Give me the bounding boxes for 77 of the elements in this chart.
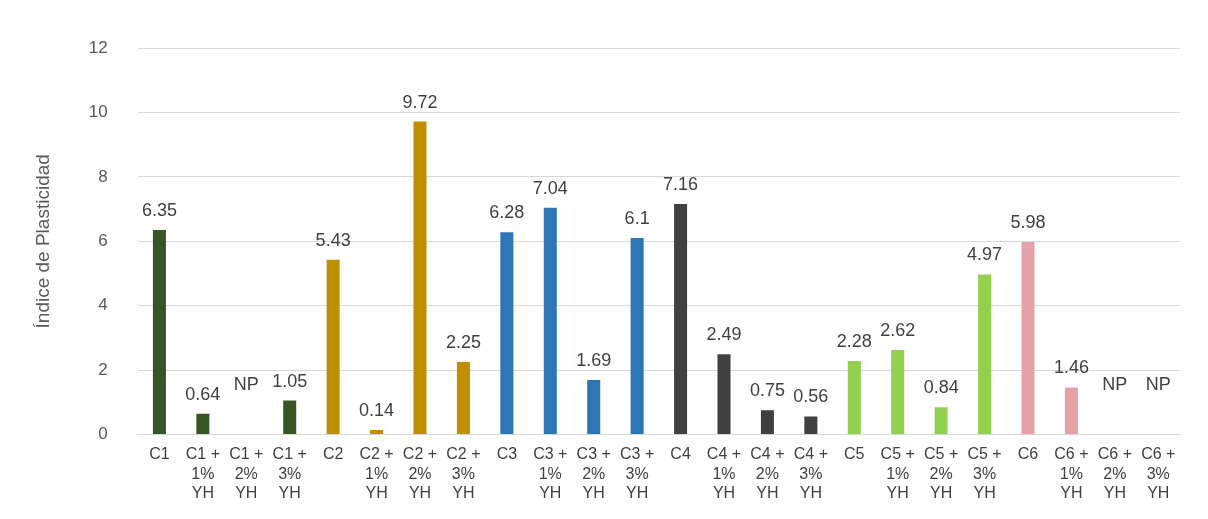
bar bbox=[891, 350, 905, 434]
x-tick-label: C3 + 2% YH bbox=[576, 445, 611, 501]
data-label: 0.14 bbox=[359, 399, 395, 420]
bar bbox=[283, 400, 297, 434]
data-label: 5.43 bbox=[315, 229, 351, 250]
data-label: 1.69 bbox=[576, 349, 612, 370]
x-tick-label: C3 + 1% YH bbox=[533, 445, 568, 501]
data-label: 6.35 bbox=[141, 200, 177, 220]
x-tick-label: C2 + 2% YH bbox=[402, 445, 438, 501]
x-tick-label: C5 + 3% YH bbox=[967, 445, 1002, 501]
x-tick-label: C2 + 1% YH bbox=[359, 445, 394, 501]
bar bbox=[978, 274, 992, 434]
bar bbox=[370, 429, 384, 434]
x-tick-label: C6 + 2% YH bbox=[1097, 445, 1132, 501]
text: NP bbox=[1145, 374, 1171, 395]
x-tick-label: C2 bbox=[322, 445, 344, 463]
x-tick-label: C1 bbox=[149, 445, 170, 463]
x-tick-label: C5 bbox=[844, 445, 865, 463]
data-label: 2.62 bbox=[880, 320, 916, 341]
bar bbox=[934, 407, 948, 434]
bar bbox=[847, 361, 861, 434]
bar bbox=[152, 230, 166, 434]
data-label: 0.84 bbox=[923, 377, 959, 398]
bar bbox=[413, 121, 427, 434]
y-tick-label: 0 bbox=[98, 424, 108, 444]
data-label: 0.56 bbox=[793, 386, 829, 407]
data-label: 5.98 bbox=[1010, 211, 1046, 232]
x-tick-label: C4 bbox=[670, 445, 691, 463]
y-tick-label: 10 bbox=[88, 102, 108, 122]
data-label: 1.05 bbox=[272, 370, 308, 391]
bar bbox=[500, 232, 514, 434]
x-tick-label: C6 + 3% YH bbox=[1141, 445, 1176, 501]
y-tick-label: 4 bbox=[98, 295, 108, 315]
x-tick-label: C3 + 3% YH bbox=[620, 445, 655, 501]
text: NP bbox=[233, 374, 259, 395]
y-tick-label: 8 bbox=[98, 166, 108, 186]
x-tick-label: C5 + 1% YH bbox=[880, 445, 915, 501]
x-tick-label: C6 + 1% YH bbox=[1054, 445, 1089, 501]
data-label: 6.1 bbox=[624, 208, 650, 229]
y-axis-title: Índice de Plasticidad bbox=[31, 154, 53, 329]
data-label: 7.04 bbox=[532, 177, 568, 198]
x-tick-label: C1 + 3% YH bbox=[272, 445, 307, 501]
x-tick-label: C4 + 2% YH bbox=[750, 445, 785, 501]
x-tick-label: C2 + 3% YH bbox=[446, 445, 481, 501]
y-tick-label: 12 bbox=[88, 37, 108, 57]
bar bbox=[1021, 241, 1035, 434]
bar bbox=[543, 207, 557, 434]
x-tick-label: C3 bbox=[496, 445, 518, 463]
text: NP bbox=[1102, 374, 1128, 395]
y-tick-label: 6 bbox=[98, 230, 108, 250]
data-label: 0.75 bbox=[749, 380, 785, 401]
data-label: 2.28 bbox=[836, 330, 872, 351]
bar bbox=[717, 354, 731, 434]
bar bbox=[760, 410, 774, 434]
y-tick-label: 2 bbox=[98, 359, 108, 379]
data-label: 9.72 bbox=[402, 91, 438, 112]
bar bbox=[326, 259, 340, 434]
x-tick-label: C4 + 3% YH bbox=[793, 445, 828, 501]
bar bbox=[804, 416, 818, 434]
bar bbox=[196, 413, 210, 434]
x-tick-label: C1 + 2% YH bbox=[229, 445, 264, 501]
data-label: 6.28 bbox=[489, 202, 525, 223]
x-tick-label: C5 + 2% YH bbox=[924, 445, 959, 501]
bar bbox=[456, 361, 470, 434]
data-label: 4.97 bbox=[967, 244, 1003, 265]
bar bbox=[587, 380, 601, 434]
bar bbox=[630, 238, 644, 434]
data-label: 0.64 bbox=[185, 383, 221, 404]
data-label: 1.46 bbox=[1053, 357, 1089, 378]
data-label: 2.49 bbox=[706, 324, 742, 345]
x-tick-label: C1 + 1% YH bbox=[185, 445, 220, 501]
bar bbox=[674, 203, 688, 434]
data-label: 7.16 bbox=[663, 173, 699, 194]
x-tick-label: C4 + 1% YH bbox=[706, 445, 742, 501]
data-label: 2.25 bbox=[445, 331, 481, 352]
x-tick-label: C6 bbox=[1017, 445, 1039, 463]
bar bbox=[1064, 387, 1078, 434]
